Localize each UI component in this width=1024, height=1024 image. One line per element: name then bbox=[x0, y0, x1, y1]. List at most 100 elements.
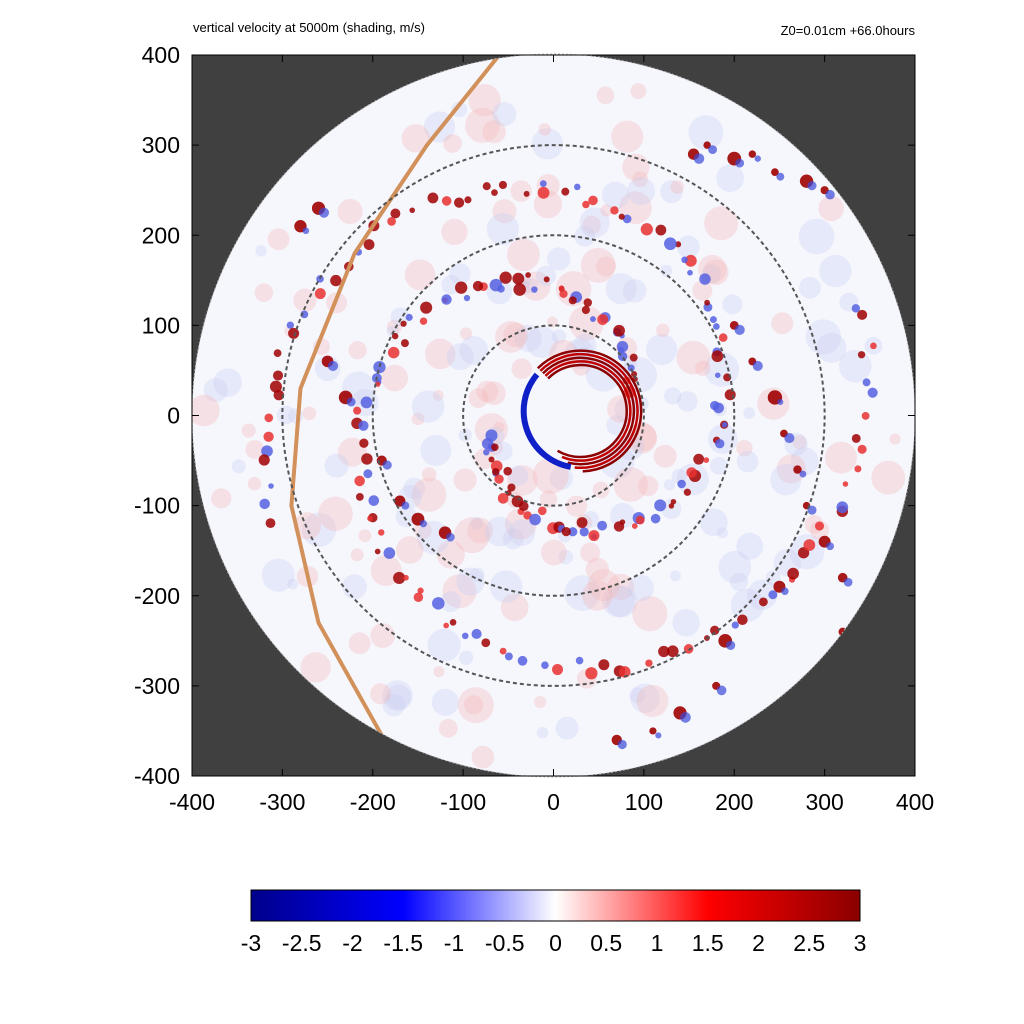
downdraft-patch bbox=[676, 235, 700, 259]
rainband-cell bbox=[481, 638, 491, 648]
rainband-cell bbox=[575, 656, 584, 665]
rainband-cell bbox=[537, 186, 550, 199]
rainband-cell bbox=[355, 492, 364, 501]
rainband-cell bbox=[417, 587, 424, 594]
updraft-patch bbox=[632, 171, 649, 188]
updraft-patch bbox=[503, 322, 529, 348]
rainband-cell bbox=[709, 316, 717, 324]
rainband-cell bbox=[867, 387, 878, 398]
updraft-patch bbox=[411, 412, 425, 426]
rainband-cell bbox=[413, 592, 424, 602]
convective-cell bbox=[649, 727, 657, 735]
convective-cell-downdraft bbox=[752, 360, 763, 371]
updraft-patch bbox=[482, 120, 506, 144]
y-tick-label: -100 bbox=[134, 493, 180, 519]
reference-circle bbox=[462, 324, 645, 507]
updraft-patch bbox=[267, 228, 290, 251]
updraft-patch bbox=[500, 593, 529, 622]
rainband-cell bbox=[668, 503, 675, 509]
colorbar-bar bbox=[250, 889, 861, 922]
updraft-patch bbox=[585, 557, 610, 581]
rainband-cell bbox=[585, 667, 598, 680]
convective-cell bbox=[793, 465, 802, 474]
reference-circle bbox=[281, 144, 826, 687]
updraft-patch bbox=[607, 573, 635, 601]
downdraft-patch bbox=[514, 324, 542, 352]
updraft-patch bbox=[468, 84, 501, 117]
updraft-patch bbox=[656, 323, 670, 338]
rainband-cell bbox=[427, 192, 439, 204]
downdraft-patch bbox=[716, 527, 728, 539]
velocity-shading bbox=[192, 83, 906, 769]
updraft-patch bbox=[468, 388, 489, 408]
rainband-cell bbox=[432, 597, 445, 610]
downdraft-patch bbox=[660, 264, 673, 277]
rainband-cell bbox=[525, 272, 531, 278]
colorbar-tick-label: -1 bbox=[444, 930, 464, 956]
rainband-cell bbox=[529, 513, 541, 526]
eyewall-downdraft-arc bbox=[520, 372, 572, 470]
downdraft-patch bbox=[627, 575, 655, 602]
rainband-cell bbox=[670, 498, 677, 505]
downdraft-patch bbox=[502, 528, 524, 550]
rainband-cell bbox=[419, 317, 428, 325]
updraft-patch bbox=[476, 380, 499, 403]
convective-cell-downdraft bbox=[327, 360, 339, 372]
downdraft-patch bbox=[736, 532, 764, 560]
updraft-patch bbox=[421, 467, 437, 482]
downdraft-patch bbox=[486, 212, 519, 246]
convective-cell-downdraft bbox=[754, 155, 761, 162]
convective-cell-downdraft bbox=[655, 732, 662, 739]
updraft-patch bbox=[211, 488, 232, 509]
updraft-patch bbox=[247, 476, 262, 491]
updraft-patch bbox=[582, 580, 613, 611]
updraft-patch bbox=[245, 440, 265, 460]
colorbar-tick-label: 0 bbox=[549, 930, 562, 956]
convective-cell-downdraft bbox=[777, 399, 784, 405]
convective-cell bbox=[748, 150, 757, 158]
rainband-cell bbox=[512, 272, 525, 285]
downdraft-patch bbox=[664, 387, 682, 405]
updraft-patch bbox=[424, 338, 456, 370]
rainband-cell bbox=[482, 182, 491, 191]
rainband-cell bbox=[645, 659, 653, 667]
x-tick-label: 100 bbox=[625, 789, 663, 815]
rainband-cell bbox=[391, 332, 399, 340]
updraft-patch bbox=[386, 319, 402, 335]
convective-cell-downdraft bbox=[419, 519, 428, 528]
rainband-cell bbox=[360, 396, 373, 409]
updraft-patch bbox=[241, 423, 256, 438]
downdraft-patch bbox=[558, 549, 574, 565]
rainband-cell bbox=[463, 294, 471, 302]
downdraft-patch bbox=[431, 688, 459, 716]
rainband-cell bbox=[503, 466, 512, 476]
convective-cell-downdraft bbox=[302, 227, 310, 235]
colorbar-tick-label: -2.5 bbox=[282, 930, 322, 956]
updraft-patch bbox=[358, 529, 372, 543]
rainband-cell bbox=[588, 195, 598, 206]
reference-circles bbox=[281, 144, 826, 687]
feature-line bbox=[289, 54, 501, 737]
updraft-patch bbox=[493, 421, 505, 433]
rainband-cell bbox=[353, 406, 362, 415]
rainband-cell bbox=[590, 316, 596, 323]
rainband-cell bbox=[618, 666, 631, 678]
downdraft-patch bbox=[536, 726, 549, 739]
convective-cell-downdraft bbox=[776, 172, 785, 181]
rainband-cell bbox=[400, 339, 409, 348]
rainband-cell bbox=[854, 465, 862, 473]
updraft-patch bbox=[592, 481, 610, 499]
plot-title: vertical velocity at 5000m (shading, m/s… bbox=[193, 20, 425, 35]
updraft-patch bbox=[771, 312, 794, 335]
downdraft-patch bbox=[231, 459, 246, 474]
eyewall-updraft-arc bbox=[536, 349, 643, 473]
downdraft-patch bbox=[508, 465, 529, 486]
downdraft-patch bbox=[403, 477, 426, 500]
rainband-cell bbox=[683, 488, 692, 496]
convective-cell bbox=[771, 168, 779, 177]
updraft-patch bbox=[871, 460, 906, 495]
eyewall-updraft-arc bbox=[544, 360, 632, 462]
rainband-cell bbox=[504, 652, 513, 661]
convective-cell-downdraft bbox=[843, 577, 853, 587]
rainband-cell bbox=[568, 527, 578, 537]
